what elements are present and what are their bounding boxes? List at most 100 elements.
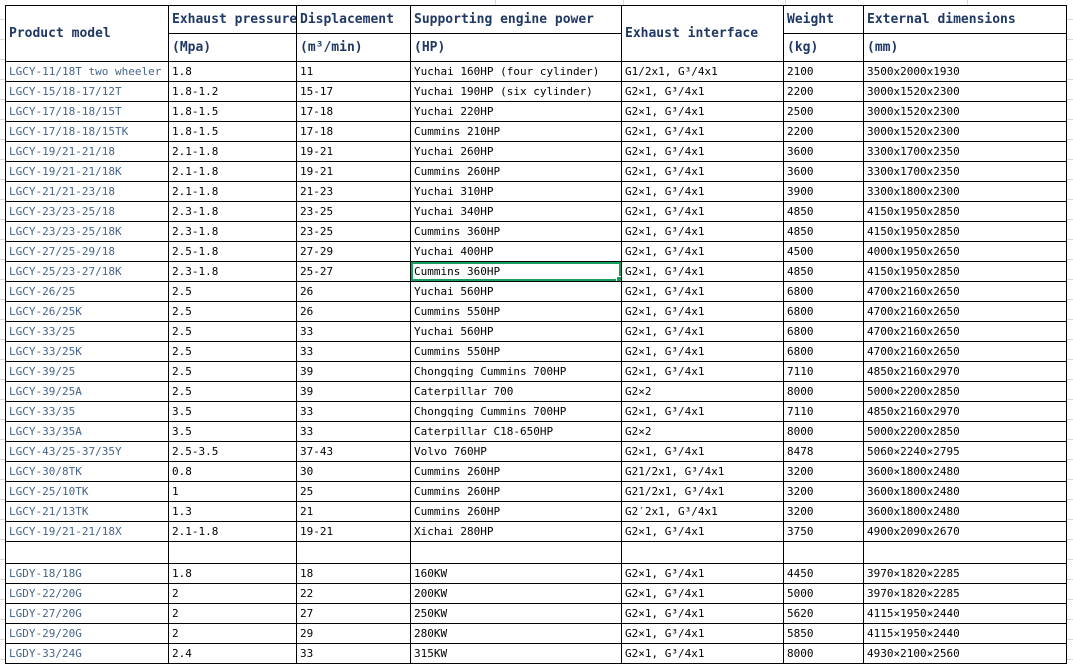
cell-weight[interactable]: 4850 bbox=[783, 261, 864, 282]
cell-pressure[interactable]: 2.3-1.8 bbox=[168, 221, 297, 242]
cell-displacement[interactable]: 23-25 bbox=[296, 221, 411, 242]
cell-interface[interactable]: G2×1, G³/4x1 bbox=[621, 201, 784, 222]
cell-displacement[interactable] bbox=[296, 541, 411, 564]
cell-displacement[interactable]: 18 bbox=[296, 563, 411, 584]
cell-dimensions[interactable]: 4850x2160x2970 bbox=[863, 401, 1067, 422]
cell-interface[interactable]: G2×2 bbox=[621, 421, 784, 442]
cell-dimensions[interactable]: 3300x1700x2350 bbox=[863, 161, 1067, 182]
header-displacement-unit[interactable]: (m³/min) bbox=[296, 33, 411, 62]
cell-weight[interactable] bbox=[783, 541, 864, 564]
cell-weight[interactable]: 3900 bbox=[783, 181, 864, 202]
cell-dimensions[interactable]: 4150x1950x2850 bbox=[863, 201, 1067, 222]
cell-pressure[interactable]: 1.8 bbox=[168, 563, 297, 584]
cell-power[interactable]: Yuchai 260HP bbox=[410, 141, 622, 162]
cell-pressure[interactable]: 2.4 bbox=[168, 643, 297, 664]
cell-power[interactable]: Cummins 260HP bbox=[410, 161, 622, 182]
cell-model[interactable]: LGCY-19/21-21/18K bbox=[5, 161, 169, 182]
cell-model[interactable]: LGDY-27/20G bbox=[5, 603, 169, 624]
cell-model[interactable]: LGCY-39/25 bbox=[5, 361, 169, 382]
cell-model[interactable]: LGCY-43/25-37/35Y bbox=[5, 441, 169, 462]
cell-power[interactable]: 250KW bbox=[410, 603, 622, 624]
cell-interface[interactable]: G2×1, G³/4x1 bbox=[621, 563, 784, 584]
cell-weight[interactable]: 4450 bbox=[783, 563, 864, 584]
header-exhaust-interface[interactable]: Exhaust interface bbox=[621, 5, 784, 62]
cell-displacement[interactable]: 33 bbox=[296, 421, 411, 442]
cell-displacement[interactable]: 26 bbox=[296, 281, 411, 302]
cell-interface[interactable]: G2×1, G³/4x1 bbox=[621, 583, 784, 604]
cell-dimensions[interactable]: 3300x1700x2350 bbox=[863, 141, 1067, 162]
cell-pressure[interactable]: 1.8 bbox=[168, 61, 297, 82]
cell-dimensions[interactable]: 3500x2000x1930 bbox=[863, 61, 1067, 82]
cell-pressure[interactable]: 2.5 bbox=[168, 321, 297, 342]
cell-dimensions[interactable]: 4115×1950×2440 bbox=[863, 603, 1067, 624]
cell-dimensions[interactable]: 3600x1800x2480 bbox=[863, 501, 1067, 522]
cell-dimensions[interactable]: 5000x2200x2850 bbox=[863, 421, 1067, 442]
cell-pressure[interactable]: 3.5 bbox=[168, 421, 297, 442]
header-displacement[interactable]: Displacement bbox=[296, 5, 411, 34]
cell-displacement[interactable]: 27 bbox=[296, 603, 411, 624]
cell-interface[interactable]: G2×1, G³/4x1 bbox=[621, 623, 784, 644]
cell-model[interactable]: LGCY-33/35 bbox=[5, 401, 169, 422]
cell-interface[interactable]: G2×1, G³/4x1 bbox=[621, 101, 784, 122]
cell-pressure[interactable]: 2 bbox=[168, 603, 297, 624]
cell-displacement[interactable]: 15-17 bbox=[296, 81, 411, 102]
cell-interface[interactable]: G2×1, G³/4x1 bbox=[621, 81, 784, 102]
cell-dimensions[interactable]: 4700x2160x2650 bbox=[863, 341, 1067, 362]
cell-power[interactable]: 160KW bbox=[410, 563, 622, 584]
cell-power[interactable]: Yuchai 340HP bbox=[410, 201, 622, 222]
header-engine-power[interactable]: Supporting engine power bbox=[410, 5, 622, 34]
cell-displacement[interactable]: 19-21 bbox=[296, 161, 411, 182]
cell-displacement[interactable]: 21-23 bbox=[296, 181, 411, 202]
cell-interface[interactable]: G2×1, G³/4x1 bbox=[621, 301, 784, 322]
cell-model[interactable]: LGCY-26/25K bbox=[5, 301, 169, 322]
cell-weight[interactable]: 3200 bbox=[783, 501, 864, 522]
cell-interface[interactable]: G2×1, G³/4x1 bbox=[621, 441, 784, 462]
cell-pressure[interactable]: 2.1-1.8 bbox=[168, 161, 297, 182]
cell-dimensions[interactable]: 4150x1950x2850 bbox=[863, 221, 1067, 242]
cell-dimensions[interactable]: 3600×1800x2480 bbox=[863, 461, 1067, 482]
cell-model[interactable]: LGCY-33/35A bbox=[5, 421, 169, 442]
cell-interface[interactable] bbox=[621, 541, 784, 564]
cell-pressure[interactable]: 1.8-1.5 bbox=[168, 101, 297, 122]
cell-pressure[interactable]: 2.1-1.8 bbox=[168, 141, 297, 162]
cell-pressure[interactable]: 2.3-1.8 bbox=[168, 261, 297, 282]
cell-power[interactable]: Cummins 210HP bbox=[410, 121, 622, 142]
cell-power[interactable]: Yuchai 560HP bbox=[410, 281, 622, 302]
cell-power[interactable]: Cummins 260HP bbox=[410, 461, 622, 482]
cell-pressure[interactable]: 0.8 bbox=[168, 461, 297, 482]
cell-weight[interactable]: 3600 bbox=[783, 161, 864, 182]
cell-power[interactable] bbox=[410, 541, 622, 564]
cell-interface[interactable]: G2×1, G³/4x1 bbox=[621, 121, 784, 142]
cell-weight[interactable]: 8000 bbox=[783, 421, 864, 442]
cell-weight[interactable]: 2200 bbox=[783, 81, 864, 102]
cell-weight[interactable]: 6800 bbox=[783, 321, 864, 342]
cell-power[interactable]: Yuchai 220HP bbox=[410, 101, 622, 122]
cell-model[interactable]: LGCY-19/21-21/18 bbox=[5, 141, 169, 162]
cell-weight[interactable]: 7110 bbox=[783, 401, 864, 422]
cell-power[interactable]: Yuchai 190HP (six cylinder) bbox=[410, 81, 622, 102]
cell-interface[interactable]: G2×1, G³/4x1 bbox=[621, 321, 784, 342]
cell-power[interactable]: Caterpillar C18-650HP bbox=[410, 421, 622, 442]
cell-model[interactable]: LGCY-21/21-23/18 bbox=[5, 181, 169, 202]
cell-dimensions[interactable]: 3300x1800x2300 bbox=[863, 181, 1067, 202]
cell-displacement[interactable]: 33 bbox=[296, 643, 411, 664]
cell-dimensions[interactable]: 3000x1520x2300 bbox=[863, 81, 1067, 102]
cell-model[interactable]: LGCY-23/23-25/18 bbox=[5, 201, 169, 222]
cell-model[interactable] bbox=[5, 541, 169, 564]
cell-power[interactable]: Cummins 360HP bbox=[410, 221, 622, 242]
cell-dimensions[interactable]: 3600x1800x2480 bbox=[863, 481, 1067, 502]
cell-pressure[interactable]: 2.5 bbox=[168, 341, 297, 362]
header-external-dimensions[interactable]: External dimensions bbox=[863, 5, 1067, 34]
cell-model[interactable]: LGCY-17/18-18/15T bbox=[5, 101, 169, 122]
cell-dimensions[interactable]: 4700x2160x2650 bbox=[863, 321, 1067, 342]
cell-weight[interactable]: 6800 bbox=[783, 301, 864, 322]
cell-power[interactable]: Cummins 260HP bbox=[410, 481, 622, 502]
cell-interface[interactable]: G21/2x1, G³/4x1 bbox=[621, 481, 784, 502]
cell-weight[interactable]: 4500 bbox=[783, 241, 864, 262]
cell-power[interactable]: 280KW bbox=[410, 623, 622, 644]
header-product-model[interactable]: Product model bbox=[5, 5, 169, 62]
cell-dimensions[interactable]: 3000x1520x2300 bbox=[863, 101, 1067, 122]
cell-pressure[interactable]: 2 bbox=[168, 583, 297, 604]
cell-model[interactable]: LGCY-17/18-18/15TK bbox=[5, 121, 169, 142]
header-external-dimensions-unit[interactable]: (mm) bbox=[863, 33, 1067, 62]
